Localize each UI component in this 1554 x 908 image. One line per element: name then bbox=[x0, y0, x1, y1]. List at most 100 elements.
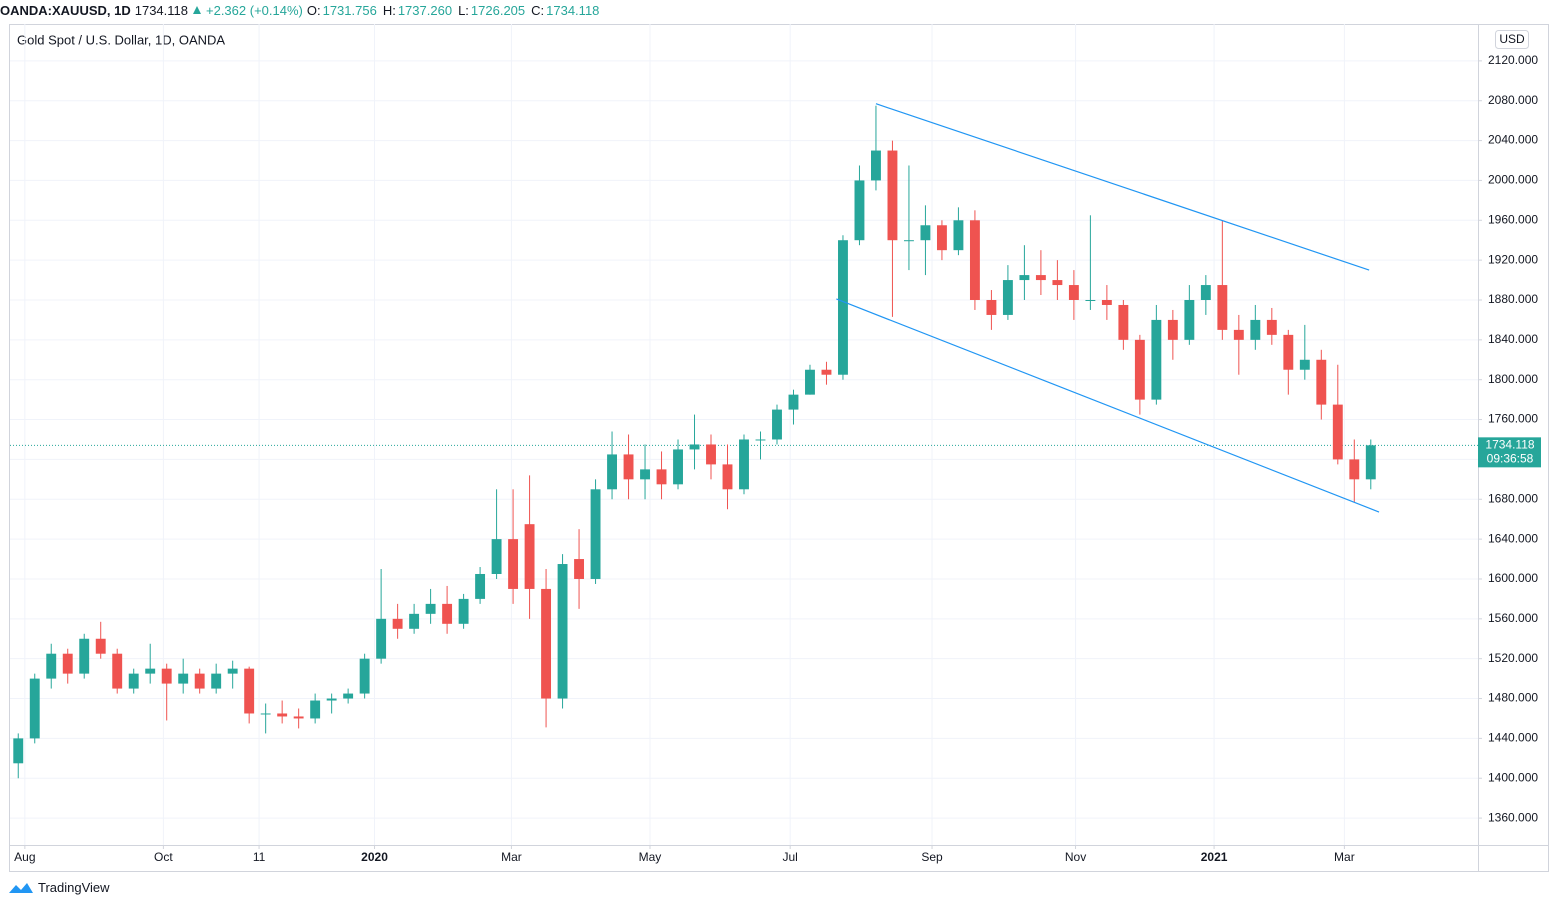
y-tick-label: 1840.000 bbox=[1488, 332, 1538, 346]
candle-body bbox=[903, 240, 914, 242]
trend-line bbox=[836, 298, 1380, 513]
candle-body bbox=[260, 713, 271, 715]
candle-body bbox=[79, 638, 90, 674]
candle-body bbox=[161, 668, 172, 684]
candle-body bbox=[1365, 445, 1376, 480]
candle-body bbox=[1151, 319, 1162, 400]
x-tick-label: May bbox=[639, 850, 662, 864]
footer: TradingView bbox=[8, 880, 110, 895]
x-tick-label: Aug bbox=[14, 850, 35, 864]
candle-body bbox=[623, 454, 634, 480]
y-tick-label: 2080.000 bbox=[1488, 93, 1538, 107]
x-tick-label: Nov bbox=[1065, 850, 1086, 864]
y-tick-label: 1880.000 bbox=[1488, 292, 1538, 306]
candle-body bbox=[1299, 359, 1310, 370]
candle-body bbox=[953, 220, 964, 251]
grid bbox=[10, 24, 1478, 845]
ohlc-value: 1726.205 bbox=[470, 2, 526, 18]
ohlc-value: 1737.260 bbox=[397, 2, 453, 18]
candle-body bbox=[1316, 359, 1327, 405]
change: +2.362 (+0.14%) bbox=[206, 2, 303, 18]
chart-title: Gold Spot / U.S. Dollar, 1D, OANDA bbox=[17, 32, 225, 47]
candle-body bbox=[936, 225, 947, 251]
candle-body bbox=[409, 613, 420, 629]
candle-body bbox=[1200, 285, 1211, 300]
candle-body bbox=[128, 673, 139, 689]
y-tick-label: 1600.000 bbox=[1488, 571, 1538, 585]
x-tick-label: Oct bbox=[154, 850, 173, 864]
candle-body bbox=[227, 668, 238, 674]
candle-body bbox=[887, 150, 898, 241]
candle-body bbox=[508, 539, 519, 589]
y-tick-label: 1480.000 bbox=[1488, 691, 1538, 705]
ohlc-key: O: bbox=[306, 2, 321, 18]
y-tick-label: 1960.000 bbox=[1488, 212, 1538, 226]
ohlc: O: 1731.756 H: 1737.260 L: 1726.205 C: 1734.118 bbox=[307, 3, 604, 18]
y-tick-label: 1560.000 bbox=[1488, 611, 1538, 625]
candle-body bbox=[1233, 329, 1244, 340]
candle-body bbox=[1052, 280, 1063, 286]
candle-body bbox=[310, 700, 321, 719]
candle-body bbox=[541, 588, 552, 699]
x-tick-label: Mar bbox=[1334, 850, 1355, 864]
candle-body bbox=[359, 658, 370, 694]
candle-body bbox=[821, 369, 832, 375]
frame bbox=[9, 24, 1549, 872]
candle-body bbox=[277, 713, 288, 717]
candle-body bbox=[442, 603, 453, 624]
x-tick-label: 2020 bbox=[361, 850, 388, 864]
candle-body bbox=[722, 464, 733, 490]
candle-body bbox=[1217, 285, 1228, 330]
y-tick-label: 2000.000 bbox=[1488, 173, 1538, 187]
y-tick-label: 2120.000 bbox=[1488, 53, 1538, 67]
last: 1734.118 bbox=[134, 2, 188, 18]
y-tick-label: 1920.000 bbox=[1488, 252, 1538, 266]
x-tick-label: Mar bbox=[501, 850, 522, 864]
countdown: 09:36:58 bbox=[1487, 452, 1534, 466]
brand: TradingView bbox=[38, 880, 110, 895]
x-tick-label: 11 bbox=[253, 850, 266, 864]
ohlc-value: 1731.756 bbox=[322, 2, 377, 18]
candle-body bbox=[838, 240, 848, 375]
trend-line bbox=[875, 103, 1370, 271]
symbol: OANDA:XAUUSD, 1D bbox=[0, 2, 131, 18]
candle-body bbox=[46, 653, 57, 679]
candle-body bbox=[1184, 299, 1195, 340]
candle-body bbox=[29, 678, 40, 739]
candle-body bbox=[1349, 459, 1360, 480]
candle-body bbox=[95, 638, 106, 654]
currency[interactable]: USD bbox=[1499, 32, 1525, 46]
candle-body bbox=[326, 698, 337, 701]
y-tick-label: 1440.000 bbox=[1488, 731, 1538, 745]
x-tick-label: Jul bbox=[783, 850, 798, 864]
candle-body bbox=[1002, 280, 1013, 315]
candle-body bbox=[491, 539, 502, 574]
logo bbox=[9, 882, 33, 893]
candle-body bbox=[854, 180, 865, 241]
x-tick-label: 2021 bbox=[1201, 850, 1228, 864]
candle-body bbox=[343, 693, 354, 699]
candle-body bbox=[656, 469, 667, 485]
y-tick-label: 1760.000 bbox=[1488, 412, 1538, 426]
ohlc-key: C: bbox=[531, 2, 545, 18]
candle-body bbox=[755, 439, 766, 441]
candle-body bbox=[475, 573, 486, 599]
candle-body bbox=[1332, 404, 1343, 460]
y-tick-label: 1400.000 bbox=[1488, 770, 1538, 784]
last-price-box bbox=[1478, 437, 1541, 468]
currency-button[interactable] bbox=[1495, 30, 1529, 49]
chart: Gold Spot / U.S. Dollar, 1D, OANDA USD 1… bbox=[9, 24, 1549, 872]
candle-body bbox=[640, 469, 650, 480]
candle-body bbox=[706, 444, 716, 465]
ohlc-key: H: bbox=[382, 2, 396, 18]
candle-body bbox=[112, 653, 123, 689]
candle-body bbox=[1085, 299, 1096, 301]
candle-body bbox=[1250, 319, 1261, 340]
candle-body bbox=[211, 673, 222, 689]
candle-body bbox=[986, 299, 997, 315]
y-tick-label: 1360.000 bbox=[1488, 810, 1538, 824]
y-tick-label: 1640.000 bbox=[1488, 531, 1538, 545]
ohlc-key: L: bbox=[458, 2, 469, 18]
candle-body bbox=[673, 449, 683, 485]
